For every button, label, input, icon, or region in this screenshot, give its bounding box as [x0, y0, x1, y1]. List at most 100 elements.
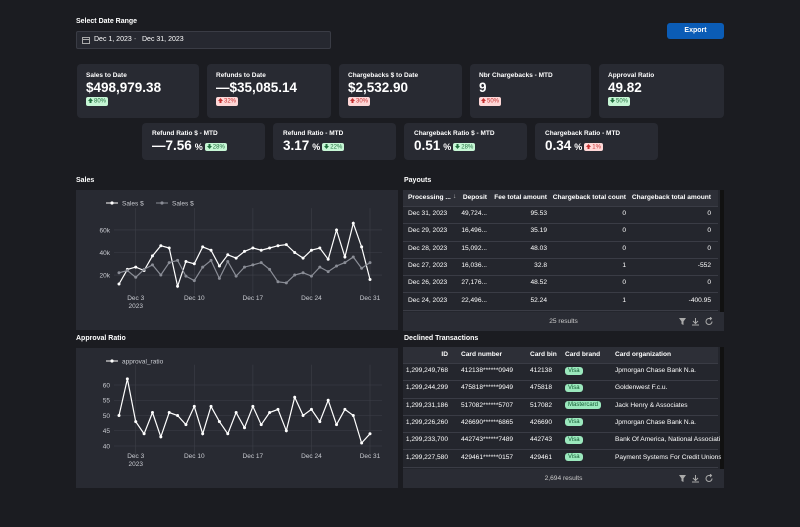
- point: [159, 435, 163, 439]
- kpi-card: Chargebacks $ to Date $2,532.90 30%: [339, 64, 462, 118]
- brand-badge: Visa: [565, 366, 583, 375]
- x-tick-label: Dec 31: [360, 453, 381, 460]
- point: [293, 395, 297, 399]
- cell: Visa: [565, 366, 583, 375]
- cell: 517082******5707: [461, 401, 514, 409]
- kpi-value: —7.56: [152, 138, 192, 153]
- calendar-icon: [82, 37, 90, 44]
- point: [201, 432, 205, 436]
- cell: 429461******0157: [461, 453, 514, 461]
- column-header: Card brand: [565, 351, 601, 358]
- cell: 426690******6865: [461, 418, 514, 426]
- cell: 517082: [530, 401, 553, 409]
- cell: 412138******0949: [461, 367, 514, 374]
- date-range-input[interactable]: Dec 1, 2023 - Dec 31, 2023: [76, 31, 331, 49]
- kpi-change-text: 28%: [212, 144, 225, 150]
- point: [318, 246, 322, 250]
- x-tick-label: Dec 3: [127, 453, 144, 460]
- kpi-change-text: 30%: [356, 98, 369, 105]
- table-row: Dec 29, 2023 16,496... 35.19 0 0: [403, 223, 718, 242]
- kpi-change: 28%: [453, 142, 476, 151]
- point: [326, 257, 330, 261]
- column-header: ID: [441, 351, 448, 358]
- point: [150, 410, 154, 414]
- cell: Payment Systems For Credit Unions: [615, 453, 721, 461]
- point: [167, 261, 171, 265]
- point: [301, 256, 305, 260]
- trend-icon: [350, 98, 355, 103]
- cell: Visa: [565, 435, 583, 444]
- x-tick-label: Dec 3: [127, 295, 144, 302]
- x-tick-label: Dec 31: [360, 295, 381, 302]
- point: [234, 410, 238, 414]
- column-header: Card number: [461, 351, 503, 358]
- table-actions[interactable]: [678, 474, 718, 484]
- point: [251, 246, 255, 250]
- cell: Visa: [565, 453, 583, 461]
- table-row: 1,299,233,700 442743******7489 442743 Visa B…: [403, 432, 720, 451]
- scrollbar: [720, 347, 724, 469]
- x-tick-label: Dec 24: [301, 453, 322, 460]
- cell: 0: [622, 227, 626, 235]
- point: [276, 244, 280, 248]
- cell: Mastercard: [565, 401, 602, 410]
- kpi-label: Chargeback Ratio $ - MTD: [414, 130, 495, 137]
- cell: 0: [707, 279, 711, 287]
- cell: 1,299,226,260: [405, 418, 448, 426]
- y-tick-label: 55: [103, 398, 111, 405]
- point: [150, 263, 154, 267]
- point: [184, 260, 188, 264]
- point: [226, 432, 230, 436]
- point: [184, 423, 188, 427]
- table-header: Processing ... ↓ Deposit Fee total amount Ch…: [403, 190, 718, 207]
- kpi-label: Nbr Chargebacks - MTD: [479, 72, 553, 79]
- cell: 48.52: [530, 279, 547, 287]
- column-header: Chargeback total amount: [631, 194, 711, 201]
- trend-icon: [218, 98, 223, 103]
- cell: 426690: [530, 418, 553, 426]
- point: [243, 265, 246, 269]
- table-footer: 25 results: [403, 312, 724, 331]
- cell: Dec 27, 2023: [408, 261, 448, 269]
- point: [276, 280, 280, 284]
- point: [368, 261, 372, 265]
- cell: 1: [622, 296, 626, 304]
- kpi-value-row: 3.17% 22%: [283, 138, 345, 153]
- sort-icon: ↓: [453, 193, 457, 200]
- table-row: 1,299,227,580 429461******0157 429461 Visa P…: [403, 450, 721, 468]
- point: [201, 245, 205, 249]
- point: [259, 423, 263, 427]
- trend-icon: [481, 98, 486, 103]
- brand-badge: Visa: [565, 383, 583, 392]
- cell: 0: [707, 244, 711, 252]
- point: [284, 281, 288, 285]
- point: [192, 279, 196, 283]
- legend-marker: [110, 201, 114, 205]
- point: [251, 404, 255, 408]
- kpi-change: 50%: [608, 97, 631, 106]
- cell: 1,299,249,768: [405, 367, 448, 374]
- x-tick-sublabel: 2023: [128, 303, 143, 310]
- table-actions[interactable]: [678, 317, 718, 327]
- cell: 1,299,231,186: [405, 401, 448, 409]
- point: [134, 420, 138, 424]
- point: [226, 260, 230, 264]
- kpi-change-text: 32%: [224, 98, 237, 105]
- kpi-value-row: —7.56% 28%: [152, 138, 227, 153]
- result-count: 2,694 results: [544, 475, 583, 482]
- table-row: 1,299,226,260 426690******6865 426690 Visa J…: [403, 415, 718, 434]
- point: [360, 441, 364, 445]
- export-button[interactable]: Export: [667, 23, 724, 39]
- kpi-value: 3.17: [283, 138, 310, 153]
- chart-panel: 20k 40k 60k Dec 3 2023 Dec 10 Dec 17 Dec 24 Dec …: [76, 190, 398, 330]
- kpi-change-text: 50%: [487, 98, 500, 105]
- cell: Visa: [565, 418, 583, 427]
- cell: 15,092...: [461, 244, 487, 252]
- cell: 412138: [530, 367, 553, 374]
- y-tick-label: 40k: [100, 250, 111, 257]
- point: [259, 248, 263, 252]
- kpi-unit: %: [312, 142, 321, 152]
- column-header: Deposit: [462, 194, 487, 201]
- point: [293, 273, 297, 277]
- table-row: 1,299,244,299 475818******9949 475818 Visa G…: [403, 380, 718, 399]
